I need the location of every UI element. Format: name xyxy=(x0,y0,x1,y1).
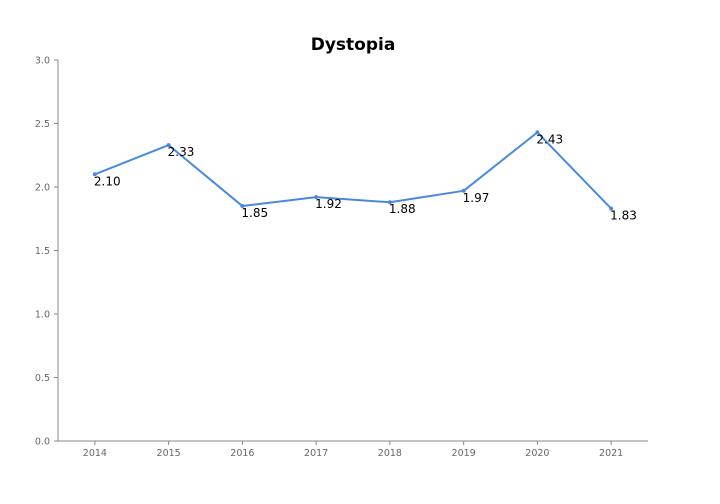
y-axis-ticks: 0.0 0.5 1.0 1.5 2.0 2.5 3.0 xyxy=(35,56,58,448)
data-point xyxy=(461,188,466,193)
data-label: 2.43 xyxy=(536,132,563,146)
data-label: 1.83 xyxy=(610,209,637,223)
data-label: 1.85 xyxy=(241,206,268,220)
data-point xyxy=(609,206,614,211)
y-tick-label: 2.5 xyxy=(35,119,50,130)
data-label: 1.97 xyxy=(463,191,490,205)
x-tick-label: 2017 xyxy=(304,448,328,459)
data-labels: 2.10 2.33 1.85 1.92 1.88 1.97 2.43 1.83 xyxy=(94,132,637,222)
x-tick-label: 2021 xyxy=(599,448,623,459)
y-tick-label: 1.0 xyxy=(35,310,50,321)
x-tick-label: 2016 xyxy=(230,448,254,459)
x-tick-label: 2014 xyxy=(83,448,107,459)
x-tick-label: 2019 xyxy=(452,448,476,459)
y-tick-label: 2.0 xyxy=(35,183,50,194)
x-tick-label: 2015 xyxy=(157,448,181,459)
data-points xyxy=(92,130,614,211)
data-point xyxy=(92,172,97,177)
x-tick-label: 2018 xyxy=(378,448,402,459)
y-tick-label: 0.5 xyxy=(35,373,50,384)
data-label: 2.33 xyxy=(168,145,195,159)
data-point xyxy=(535,130,540,135)
chart-title: Dystopia xyxy=(311,35,396,55)
y-tick-label: 0.0 xyxy=(35,437,50,448)
x-axis-ticks: 2014 2015 2016 2017 2018 2019 2020 2021 xyxy=(83,441,623,459)
data-point xyxy=(166,143,171,148)
data-point xyxy=(240,204,245,209)
y-tick-label: 3.0 xyxy=(35,56,50,67)
data-point xyxy=(387,200,392,205)
data-label: 1.88 xyxy=(389,202,416,216)
series-line xyxy=(94,131,612,210)
data-point xyxy=(314,195,319,200)
data-label: 2.10 xyxy=(94,174,121,188)
y-tick-label: 1.5 xyxy=(35,246,50,257)
x-tick-label: 2020 xyxy=(525,448,549,459)
data-label: 1.92 xyxy=(315,197,342,211)
